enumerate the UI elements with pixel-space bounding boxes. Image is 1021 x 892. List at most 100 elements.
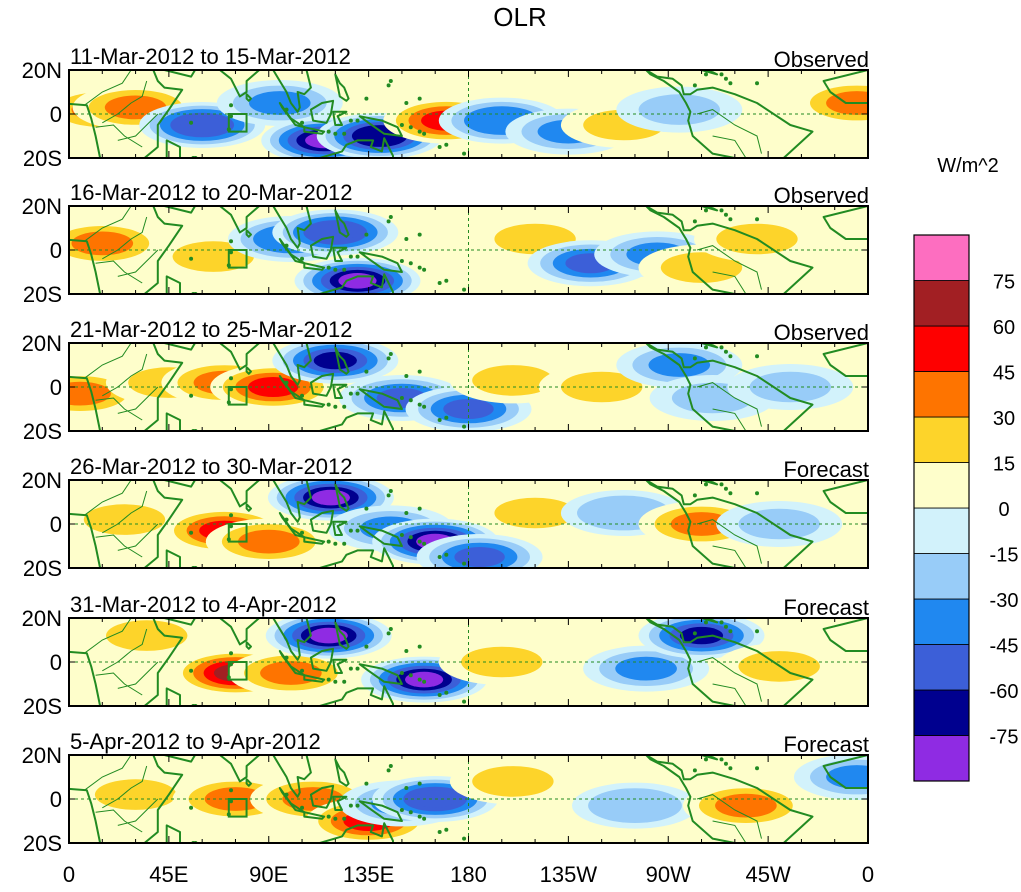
contour-level xyxy=(615,656,677,681)
coastline xyxy=(272,70,312,113)
panel-3: 20N 0 20S 21-Mar-2012 to 25-Mar-2012 Observe… xyxy=(22,317,869,444)
coastline xyxy=(163,480,197,488)
country-border xyxy=(696,657,762,702)
island xyxy=(719,72,724,77)
country-border xyxy=(117,523,159,551)
coastline xyxy=(645,618,814,706)
olr-anomaly-field xyxy=(69,480,868,568)
island xyxy=(399,259,404,263)
island xyxy=(399,671,404,675)
island xyxy=(364,369,369,374)
island xyxy=(723,761,728,766)
island xyxy=(408,125,413,130)
island xyxy=(462,287,467,292)
coastline xyxy=(278,787,306,814)
coastline xyxy=(165,275,181,294)
island xyxy=(348,803,353,808)
anomaly-blob xyxy=(583,645,710,692)
borders xyxy=(84,343,762,431)
anomaly-blob xyxy=(682,782,809,829)
coastline xyxy=(163,206,197,214)
coastline xyxy=(69,755,184,843)
island xyxy=(333,131,338,136)
panel-date-range: 16-Mar-2012 to 20-Mar-2012 xyxy=(70,180,352,205)
island xyxy=(399,123,404,127)
lat-tick-label: 20S xyxy=(23,694,62,719)
coastline xyxy=(645,343,814,431)
contour-level xyxy=(71,231,134,256)
island xyxy=(284,655,289,660)
borders xyxy=(84,70,762,158)
country-border xyxy=(95,124,143,148)
index-box xyxy=(227,113,248,133)
coastline xyxy=(272,480,312,523)
island xyxy=(417,96,422,101)
country-border xyxy=(712,135,747,158)
contour-level xyxy=(83,504,166,535)
country-border xyxy=(95,672,143,696)
island xyxy=(462,836,467,841)
island xyxy=(355,118,360,123)
coastlines xyxy=(69,206,868,294)
coastline xyxy=(309,372,335,397)
country-border xyxy=(117,113,159,141)
lat-tick-label: 20N xyxy=(22,194,62,219)
coastline xyxy=(318,410,394,431)
island xyxy=(444,552,449,557)
island xyxy=(342,267,347,272)
island xyxy=(189,393,194,398)
island xyxy=(399,533,404,537)
island xyxy=(386,219,391,224)
island xyxy=(300,530,305,535)
colorbar-label: 15 xyxy=(993,454,1015,476)
country-border xyxy=(712,271,747,294)
island xyxy=(355,666,360,671)
island xyxy=(723,624,728,629)
island xyxy=(404,374,409,378)
island xyxy=(229,662,234,667)
contour-level xyxy=(715,793,777,818)
island xyxy=(333,541,338,546)
island xyxy=(462,424,467,429)
panel-kind: Observed xyxy=(774,320,869,345)
island xyxy=(719,620,724,625)
country-border xyxy=(102,765,148,809)
island xyxy=(703,757,708,762)
olr-anomaly-field xyxy=(69,206,868,294)
island xyxy=(284,107,289,112)
coastline xyxy=(334,209,350,238)
coastline xyxy=(303,536,326,545)
lat-tick-label: 0 xyxy=(50,102,62,127)
colorbar-box xyxy=(913,507,970,554)
coastline xyxy=(218,343,261,371)
island xyxy=(728,217,733,222)
coastline xyxy=(245,641,252,650)
island xyxy=(723,76,728,81)
index-box xyxy=(227,386,248,406)
island xyxy=(755,217,760,222)
country-border xyxy=(696,382,762,427)
index-box xyxy=(227,661,248,681)
coastline xyxy=(822,343,868,377)
coastline xyxy=(318,137,394,158)
island xyxy=(326,814,331,819)
olr-anomaly-field xyxy=(69,70,868,158)
contour-level xyxy=(593,501,655,525)
contour-level xyxy=(94,779,177,810)
country-border xyxy=(102,628,148,672)
colorbar-box xyxy=(913,371,970,418)
island xyxy=(417,129,422,134)
island xyxy=(437,418,442,422)
island xyxy=(703,208,708,213)
coastline xyxy=(334,483,350,512)
island xyxy=(444,278,449,283)
lat-tick-label: 20S xyxy=(23,146,62,171)
coastline xyxy=(358,388,403,410)
island xyxy=(755,491,760,496)
contour-level xyxy=(660,252,743,283)
island xyxy=(355,803,360,808)
longitude-axis: 0 45E 90E 135E 180 135W 90W 45W 0 xyxy=(63,862,874,887)
lon-tick-label: 0 xyxy=(63,862,75,887)
coastline xyxy=(218,70,261,98)
island xyxy=(462,561,467,566)
